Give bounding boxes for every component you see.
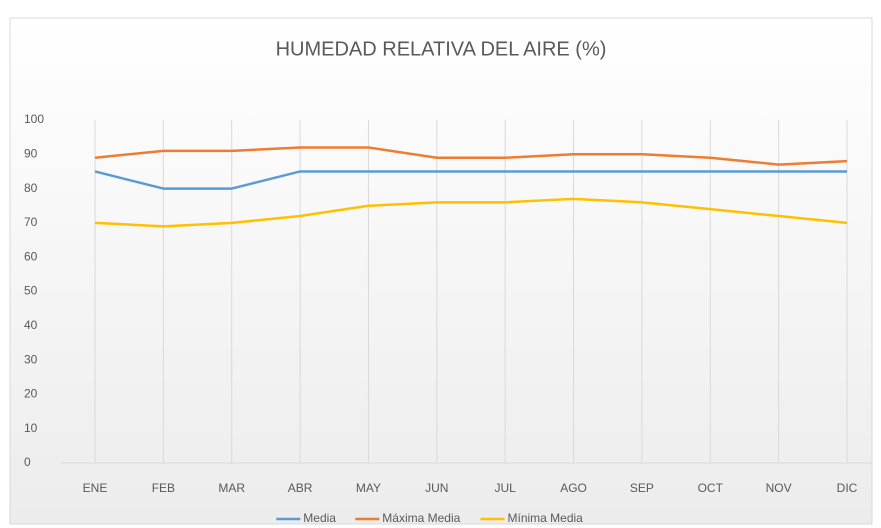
x-tick-label: SEP — [630, 481, 654, 495]
chart-frame — [9, 17, 873, 525]
y-tick-label: 80 — [24, 181, 38, 195]
x-tick-label: ABR — [288, 481, 313, 495]
y-tick-label: 70 — [24, 215, 38, 229]
y-tick-label: 50 — [24, 284, 38, 298]
x-tick-label: MAY — [356, 481, 381, 495]
chart-title: HUMEDAD RELATIVA DEL AIRE (%) — [276, 38, 607, 60]
legend-label: Mínima Media — [508, 511, 584, 525]
x-tick-label: MAR — [218, 481, 245, 495]
x-tick-label: AGO — [560, 481, 587, 495]
x-tick-label: ENE — [83, 481, 108, 495]
y-tick-label: 40 — [24, 318, 38, 332]
x-tick-label: NOV — [766, 481, 792, 495]
y-tick-label: 60 — [24, 249, 38, 263]
x-tick-label: FEB — [152, 481, 175, 495]
y-tick-label: 90 — [24, 146, 38, 160]
x-tick-label: OCT — [698, 481, 724, 495]
x-tick-label: DIC — [837, 481, 858, 495]
y-tick-label: 30 — [24, 352, 38, 366]
y-tick-label: 10 — [24, 421, 38, 435]
y-tick-label: 20 — [24, 387, 38, 401]
legend-label: Media — [303, 511, 336, 525]
y-tick-label: 100 — [24, 112, 44, 126]
line-series — [94, 170, 847, 190]
x-tick-label: JUL — [495, 481, 517, 495]
line-series — [94, 197, 848, 228]
line-series — [94, 146, 848, 166]
legend-label: Máxima Media — [382, 511, 460, 525]
y-tick-label: 0 — [24, 455, 31, 469]
x-tick-label: JUN — [425, 481, 448, 495]
